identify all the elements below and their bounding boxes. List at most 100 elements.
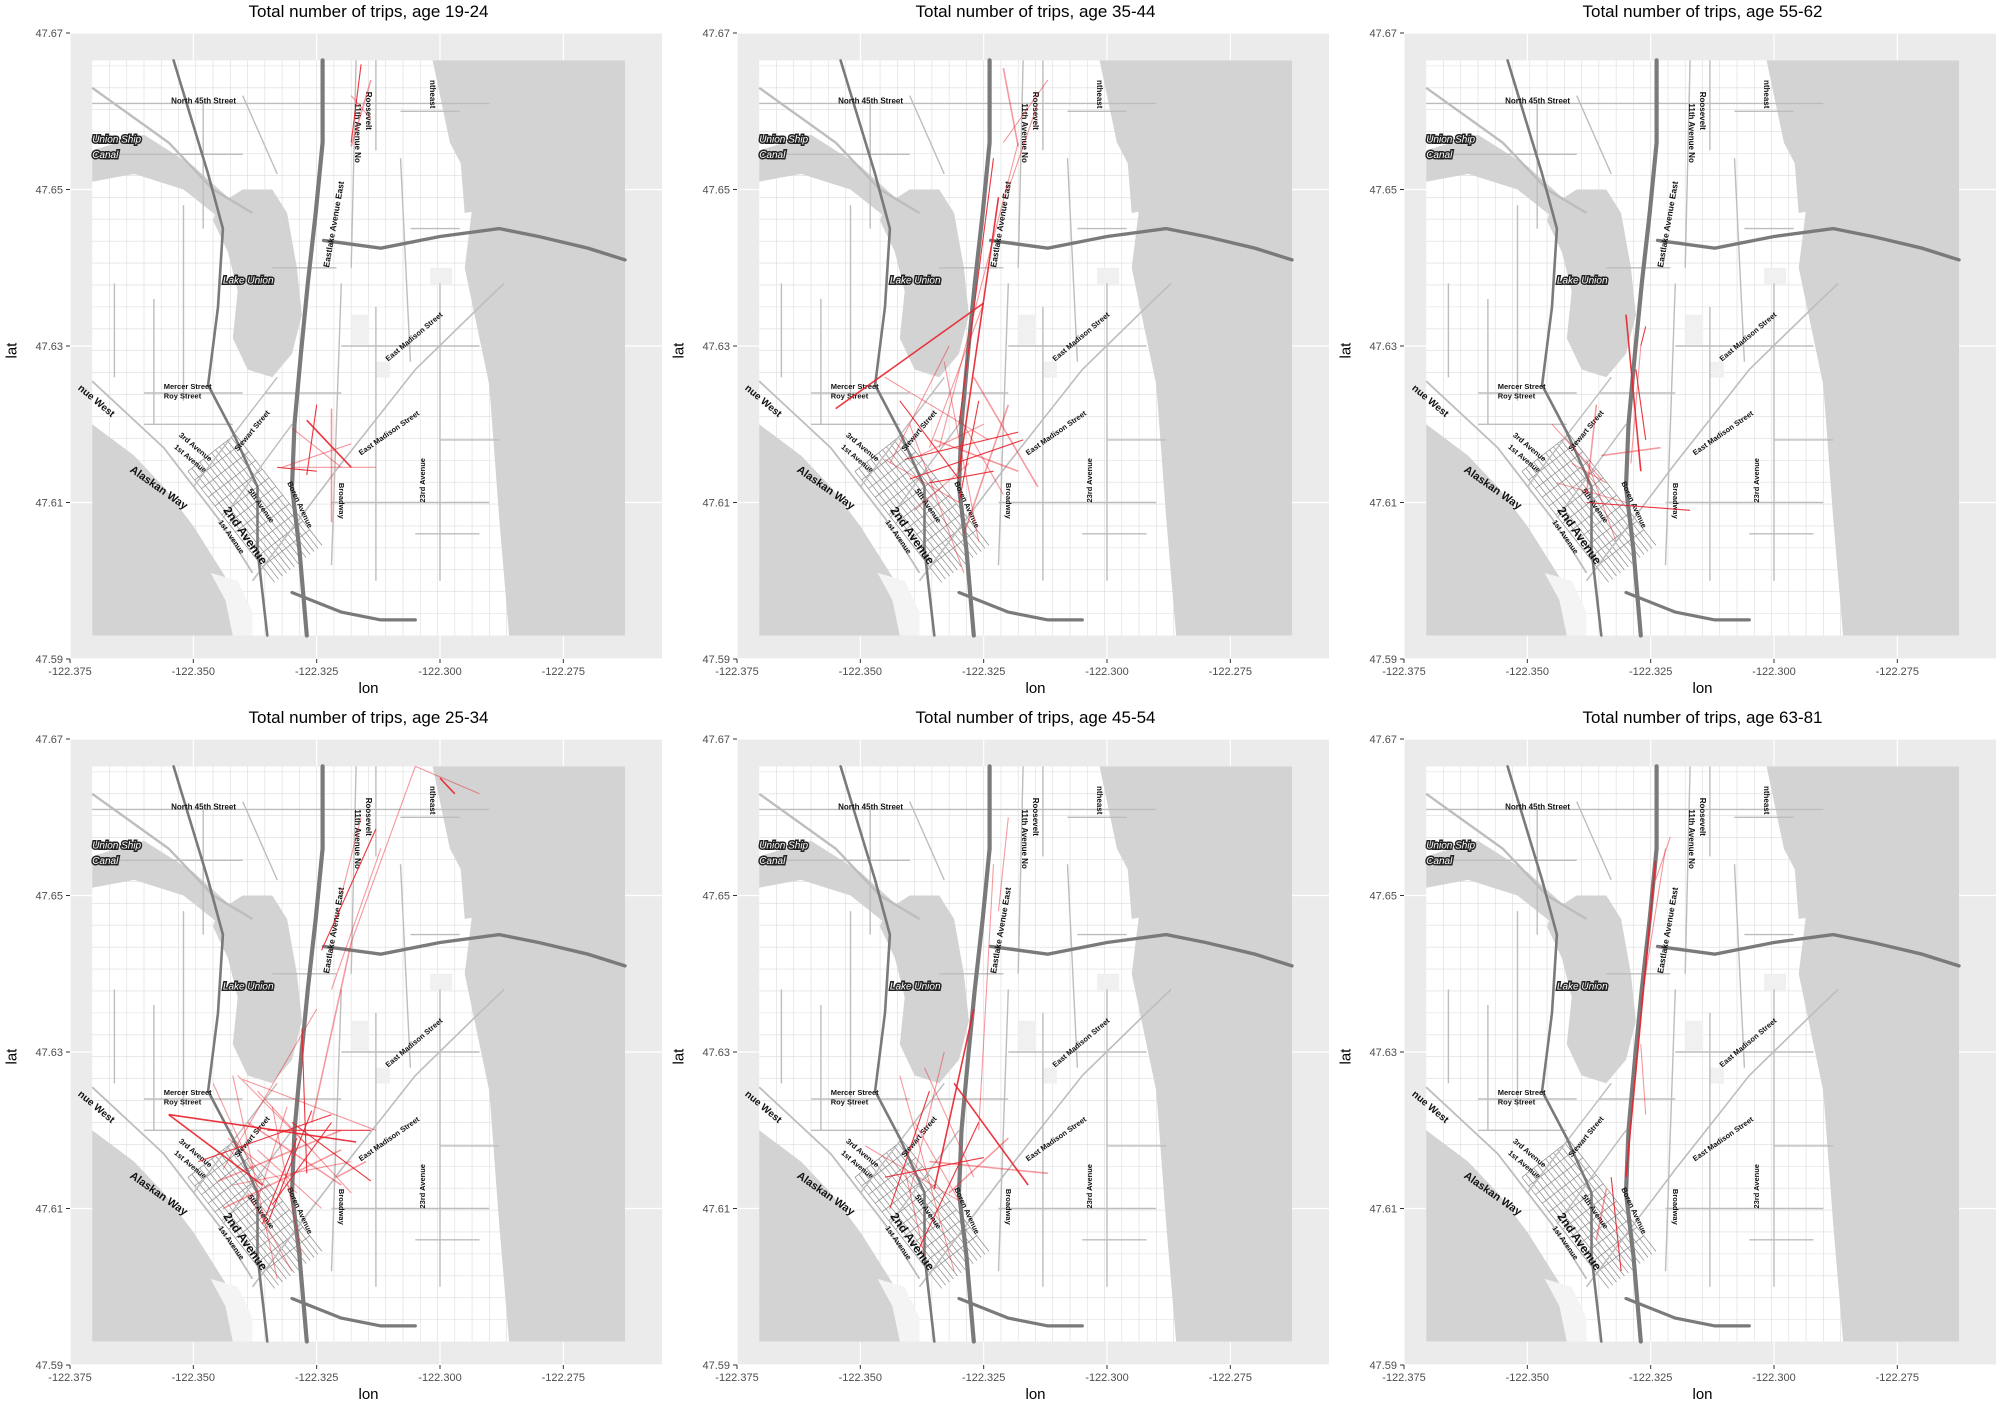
x-tick-label: -122.325: [962, 666, 1005, 678]
sr520-highway: [321, 226, 627, 262]
elliott-road: [758, 380, 921, 574]
axes: -122.375 -122.350 -122.325 -122.300 -122.275…: [1369, 28, 1919, 678]
map-label-ave-23rd: 23rd Avenue: [418, 458, 427, 502]
x-tick-label: -122.300: [1085, 666, 1128, 678]
trip-segment: [978, 864, 995, 1131]
trip-segment: [168, 1113, 263, 1186]
map-plot: North 45th Street 11th Avenue NoRoosevelt…: [702, 28, 1329, 678]
trip-segment: [997, 817, 1009, 912]
x-tick-label: -122.350: [172, 666, 215, 678]
map-label-ave-11th: 11th Avenue No: [353, 809, 362, 869]
sr99-highway: [172, 765, 269, 1343]
trip-segment: [257, 1149, 322, 1209]
park-area: [1764, 267, 1787, 286]
panel-title: Total number of trips, age 19-24: [248, 2, 489, 21]
i90-highway: [290, 590, 417, 622]
trip-segment: [1655, 836, 1671, 881]
y-tick-label: 47.63: [1369, 1047, 1397, 1059]
trip-segment: [889, 345, 950, 464]
x-tick-label: -122.275: [1209, 666, 1252, 678]
y-tick-label: 47.61: [35, 1204, 63, 1216]
park-area: [1018, 314, 1037, 345]
facet-panel: Total number of trips, age 25-34 North 45…: [0, 706, 667, 1412]
y-tick-label: 47.59: [702, 1360, 730, 1372]
arterial-roads: [1426, 766, 1834, 1287]
trip-segment: [835, 302, 985, 410]
map-label-north-45th: North 45th Street: [1505, 96, 1570, 105]
sr520-highway: [1655, 226, 1961, 262]
x-axis-title: lon: [1692, 1386, 1713, 1403]
arterial-roads: [1426, 60, 1834, 581]
map-label-mercer: Mercer Street: [164, 1088, 212, 1097]
x-tick-label: -122.350: [172, 1372, 215, 1384]
elliott-bay: [759, 1130, 910, 1342]
sr99-highway: [839, 765, 936, 1343]
trip-segment: [336, 1160, 367, 1178]
y-tick-label: 47.61: [1369, 1204, 1397, 1216]
map-label-ave-23rd: 23rd Avenue: [1752, 458, 1761, 502]
trip-segment: [923, 1067, 975, 1178]
trip-segment: [938, 142, 1019, 448]
map-label-roy: Roy Street: [1498, 1097, 1536, 1106]
trip-segment: [350, 95, 372, 120]
i90-highway: [957, 1296, 1084, 1328]
sr520-highway: [321, 932, 627, 968]
map-label-roy: Roy Street: [831, 1097, 869, 1106]
elliott-bay: [1426, 1130, 1577, 1342]
i90-highway: [1624, 1296, 1751, 1328]
map-label-ravenna: ntheast: [1095, 786, 1104, 815]
trip-segment: [306, 404, 318, 476]
trip-segment: [914, 1122, 960, 1201]
y-tick-label: 47.65: [702, 185, 730, 197]
port-area: [1544, 572, 1587, 636]
trip-segment: [1586, 501, 1691, 511]
sr520-highway: [1655, 932, 1961, 968]
axes: -122.375 -122.350 -122.325 -122.300 -122.275…: [702, 734, 1252, 1384]
sr520-highway: [988, 226, 1294, 262]
y-tick-label: 47.61: [702, 1204, 730, 1216]
map-label-north-45th: North 45th Street: [1505, 802, 1570, 811]
panel-title: Total number of trips, age 55-62: [1582, 2, 1823, 21]
trip-lines: [168, 765, 480, 1280]
map-label-roosevelt: Roosevelt: [1698, 798, 1707, 837]
map-label-roosevelt: Roosevelt: [1698, 92, 1707, 131]
trail-road: [1425, 792, 1588, 921]
sr99-highway: [1506, 765, 1603, 1343]
trip-segment: [1625, 860, 1657, 1178]
map-label-broadway: Broadway: [1671, 1189, 1680, 1226]
elliott-road: [91, 1086, 254, 1280]
map-label-ave-11th: 11th Avenue No: [1020, 103, 1029, 163]
trip-segment: [1610, 1177, 1622, 1272]
trip-segment: [1585, 459, 1617, 542]
x-tick-label: -122.275: [542, 1372, 585, 1384]
i5-highway: [956, 764, 992, 1344]
map-label-union-ship: Union Ship: [1426, 135, 1475, 146]
map-label-ave-23rd: 23rd Avenue: [418, 1164, 427, 1208]
downtown-grid: [187, 1140, 323, 1289]
port-area: [210, 572, 253, 636]
x-tick-label: -122.275: [542, 666, 585, 678]
trip-segment: [948, 1137, 1009, 1194]
trip-segment: [271, 1122, 332, 1205]
ship-canal-water: [1426, 134, 1562, 221]
axes: -122.375 -122.350 -122.325 -122.300 -122.275…: [35, 734, 585, 1384]
map-label-mercer: Mercer Street: [1498, 1088, 1546, 1097]
arterial-roads: [92, 766, 500, 1287]
map-label-broadway: Broadway: [337, 483, 346, 520]
trip-segment: [884, 1157, 984, 1178]
elliott-road: [758, 1086, 921, 1280]
map-label-canal: Canal: [759, 150, 786, 161]
y-tick-label: 47.61: [35, 498, 63, 510]
union-bay-water: [459, 836, 539, 919]
trip-segment: [933, 1008, 975, 1190]
trip-segment: [1551, 423, 1602, 480]
trip-lines: [1595, 836, 1671, 1272]
arterial-roads: [759, 60, 1167, 581]
trip-segment: [909, 424, 965, 574]
y-axis-title: lat: [2, 330, 22, 370]
trip-segment: [217, 1129, 342, 1182]
map-label-ave-11th: 11th Avenue No: [1687, 103, 1696, 163]
trail-road: [91, 792, 254, 921]
x-axis-title: lon: [1025, 680, 1046, 697]
y-tick-label: 47.67: [702, 734, 730, 746]
